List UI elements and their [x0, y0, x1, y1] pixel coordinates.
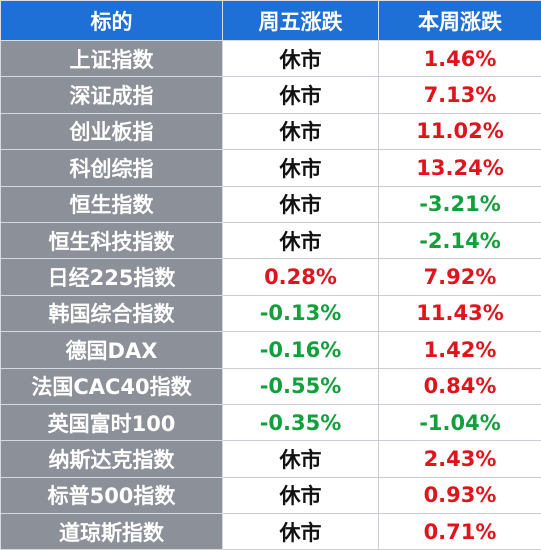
index-name: 韩国综合指数 [0, 294, 223, 333]
index-name: 法国CAC40指数 [0, 367, 223, 405]
table-row: 恒生科技指数 休市 -2.14% [0, 221, 541, 260]
change-cell: -1.04% [378, 403, 541, 442]
table-row: 韩国综合指数 -0.13% 11.43% [0, 294, 541, 333]
change-cell: 1.42% [378, 331, 541, 369]
change-cell: 0.71% [378, 513, 541, 550]
index-name: 德国DAX [0, 331, 223, 369]
index-name: 上证指数 [0, 39, 223, 78]
change-cell: 0.93% [378, 476, 541, 515]
header-cell: 标的 [0, 0, 223, 41]
index-name: 恒生指数 [0, 185, 223, 223]
index-name: 科创综指 [0, 149, 223, 187]
table-row: 英国富时100 -0.35% -1.04% [0, 403, 541, 442]
table-body: 上证指数 休市 1.46% 深证成指 休市 7.13% 创业板指 休市 11.02% 科创综指 休市… [0, 39, 541, 550]
table-row: 创业板指 休市 11.02% [0, 112, 541, 151]
table-row: 日经225指数 0.28% 7.92% [0, 258, 541, 296]
change-cell: -0.55% [222, 367, 379, 405]
change-cell: 11.02% [378, 112, 541, 151]
header-cell: 本周涨跌 [378, 0, 541, 41]
table-row: 标普500指数 休市 0.93% [0, 476, 541, 515]
change-cell: -3.21% [378, 185, 541, 223]
change-cell: 7.92% [378, 258, 541, 296]
change-cell: 7.13% [378, 76, 541, 114]
index-name: 日经225指数 [0, 258, 223, 296]
change-cell: 11.43% [378, 294, 541, 333]
table-row: 深证成指 休市 7.13% [0, 76, 541, 114]
table-row: 上证指数 休市 1.46% [0, 39, 541, 78]
change-cell: 休市 [222, 476, 379, 515]
change-cell: -2.14% [378, 221, 541, 260]
index-name: 恒生科技指数 [0, 221, 223, 260]
index-name: 深证成指 [0, 76, 223, 114]
change-cell: -0.13% [222, 294, 379, 333]
index-name: 道琼斯指数 [0, 513, 223, 550]
change-cell: 休市 [222, 221, 379, 260]
change-cell: 休市 [222, 513, 379, 550]
table-row: 法国CAC40指数 -0.55% 0.84% [0, 367, 541, 405]
change-cell: 休市 [222, 440, 379, 478]
change-cell: 2.43% [378, 440, 541, 478]
change-cell: 休市 [222, 112, 379, 151]
index-name: 纳斯达克指数 [0, 440, 223, 478]
change-cell: 休市 [222, 39, 379, 78]
table-row: 科创综指 休市 13.24% [0, 149, 541, 187]
header-row: 标的 周五涨跌 本周涨跌 [0, 0, 541, 41]
change-cell: 休市 [222, 185, 379, 223]
index-name: 创业板指 [0, 112, 223, 151]
table-row: 道琼斯指数 休市 0.71% [0, 513, 541, 550]
header-cell: 周五涨跌 [222, 0, 379, 41]
index-name: 标普500指数 [0, 476, 223, 515]
change-cell: 休市 [222, 76, 379, 114]
change-cell: -0.16% [222, 331, 379, 369]
index-name: 英国富时100 [0, 403, 223, 442]
table-row: 纳斯达克指数 休市 2.43% [0, 440, 541, 478]
change-cell: 0.84% [378, 367, 541, 405]
table-row: 德国DAX -0.16% 1.42% [0, 331, 541, 369]
change-cell: 休市 [222, 149, 379, 187]
change-cell: 1.46% [378, 39, 541, 78]
change-cell: 13.24% [378, 149, 541, 187]
table-row: 恒生指数 休市 -3.21% [0, 185, 541, 223]
change-cell: 0.28% [222, 258, 379, 296]
change-cell: -0.35% [222, 403, 379, 442]
